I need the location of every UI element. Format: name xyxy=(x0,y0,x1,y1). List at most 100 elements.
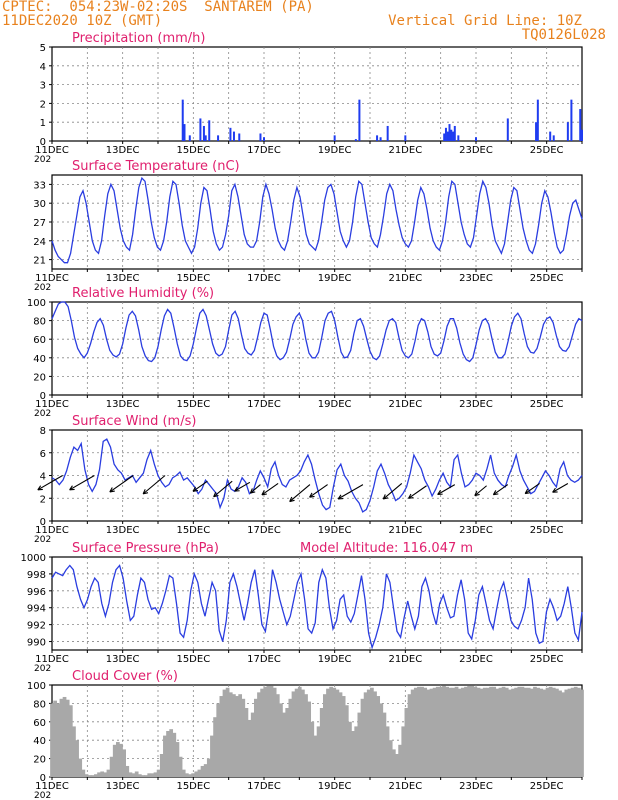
precip-bar xyxy=(535,122,538,141)
y-tick-label: 20 xyxy=(33,755,46,766)
cloud-bar xyxy=(244,708,249,777)
cloud-bar xyxy=(194,771,199,777)
y-tick-label: 80 xyxy=(33,699,46,710)
cloud-bar xyxy=(551,687,556,777)
x-tick-label: 11DEC xyxy=(35,654,69,665)
cloud-bar xyxy=(373,691,377,777)
x-tick-label: 17DEC xyxy=(247,654,281,665)
cloud-bar xyxy=(429,688,434,777)
x-tick-label: 25DEC xyxy=(530,399,564,410)
precip-bar xyxy=(199,118,202,141)
y-tick-label: 5 xyxy=(40,43,46,54)
precip-bar xyxy=(333,135,336,141)
precip-bar xyxy=(183,124,186,141)
panel-title: Surface Temperature (nC) xyxy=(72,159,240,174)
cloud-bar xyxy=(357,712,362,777)
x-tick-label: 25DEC xyxy=(530,525,564,536)
cloud-bar xyxy=(542,689,547,777)
y-tick-label: 0 xyxy=(40,517,46,528)
x-tick-label: 15DEC xyxy=(176,654,210,665)
cloud-bar xyxy=(526,687,531,777)
cloud-bar xyxy=(486,687,490,777)
cloud-bar xyxy=(272,687,277,777)
x-tick-label: 13DEC xyxy=(106,654,140,665)
cloud-bar xyxy=(228,692,233,777)
precip-bar xyxy=(263,137,265,141)
y-tick-label: 24 xyxy=(33,237,46,248)
wind-arrow-head xyxy=(309,495,315,498)
cloud-bar xyxy=(536,687,540,777)
cloud-bar xyxy=(370,687,374,777)
cloud-bar xyxy=(225,687,230,777)
cloud-bar xyxy=(479,688,484,777)
cloud-bar xyxy=(376,696,381,777)
cloud-bar xyxy=(128,772,133,777)
cloud-bar xyxy=(539,688,544,777)
cloud-bar xyxy=(420,686,424,777)
cloud-bar xyxy=(141,775,145,777)
wind-arrow-head xyxy=(309,492,313,498)
wind-arrow-head xyxy=(337,494,342,500)
wind-arrow-head xyxy=(525,492,531,495)
cloud-bar xyxy=(558,690,562,777)
cloud-bar xyxy=(288,698,293,777)
cloud-bar xyxy=(413,687,418,777)
precip-bar xyxy=(188,135,191,141)
cloud-bar xyxy=(304,694,308,777)
cloud-bar xyxy=(172,732,177,777)
cloud-bar xyxy=(59,698,64,777)
y-tick-label: 40 xyxy=(33,736,46,747)
cloud-bar xyxy=(489,686,493,777)
cloud-bar xyxy=(570,687,575,777)
cloud-bar xyxy=(332,687,337,777)
wind-arrow-head xyxy=(69,485,73,491)
y-tick-label: 6 xyxy=(40,449,46,460)
x-tick-label: 21DEC xyxy=(388,399,422,410)
cloud-bar xyxy=(307,701,312,777)
cloud-bar xyxy=(482,687,487,777)
y-tick-label: 4 xyxy=(40,62,46,73)
cloud-bar xyxy=(520,686,525,777)
cloud-bar xyxy=(56,703,61,777)
series-line xyxy=(51,176,583,264)
x-tick-label: 11DEC xyxy=(35,145,69,156)
precip-bar xyxy=(181,99,184,141)
cloud-bar xyxy=(341,696,346,777)
cloud-bar xyxy=(109,756,114,777)
x-tick-label: 11DEC xyxy=(35,273,69,284)
cloud-bar xyxy=(206,758,211,777)
cloud-bar xyxy=(504,687,509,777)
cloud-bar xyxy=(451,687,456,777)
cloud-bar xyxy=(329,686,333,777)
cloud-bar xyxy=(260,688,264,777)
year-label: 202 xyxy=(34,155,51,165)
cloud-bar xyxy=(501,686,506,777)
cloud-bar xyxy=(348,721,352,777)
wind-arrow-head xyxy=(213,491,217,497)
x-tick-label: 23DEC xyxy=(459,273,493,284)
cloud-bar xyxy=(448,687,453,777)
cloud-bar xyxy=(492,686,497,777)
precip-bar xyxy=(566,122,569,141)
cloud-bar xyxy=(577,687,581,777)
cloud-bar xyxy=(580,689,584,777)
wind-arrow-head xyxy=(492,490,497,495)
precip-bar xyxy=(448,124,451,141)
x-tick-label: 21DEC xyxy=(388,654,422,665)
precip-bar xyxy=(358,99,361,141)
x-tick-label: 21DEC xyxy=(388,145,422,156)
cloud-bar xyxy=(319,708,324,777)
precip-bar xyxy=(475,137,477,141)
x-tick-label: 17DEC xyxy=(247,145,281,156)
cloud-bar xyxy=(90,775,95,777)
precip-bar xyxy=(259,133,262,141)
wind-arrow-head xyxy=(261,493,267,496)
cloud-bar xyxy=(426,689,431,777)
x-tick-label: 23DEC xyxy=(459,399,493,410)
cloud-bar xyxy=(250,712,255,777)
cloud-bar xyxy=(354,726,359,777)
cloud-bar xyxy=(435,686,440,777)
cloud-bar xyxy=(50,703,54,777)
cloud-bar xyxy=(310,721,315,777)
precip-bar xyxy=(217,135,220,141)
